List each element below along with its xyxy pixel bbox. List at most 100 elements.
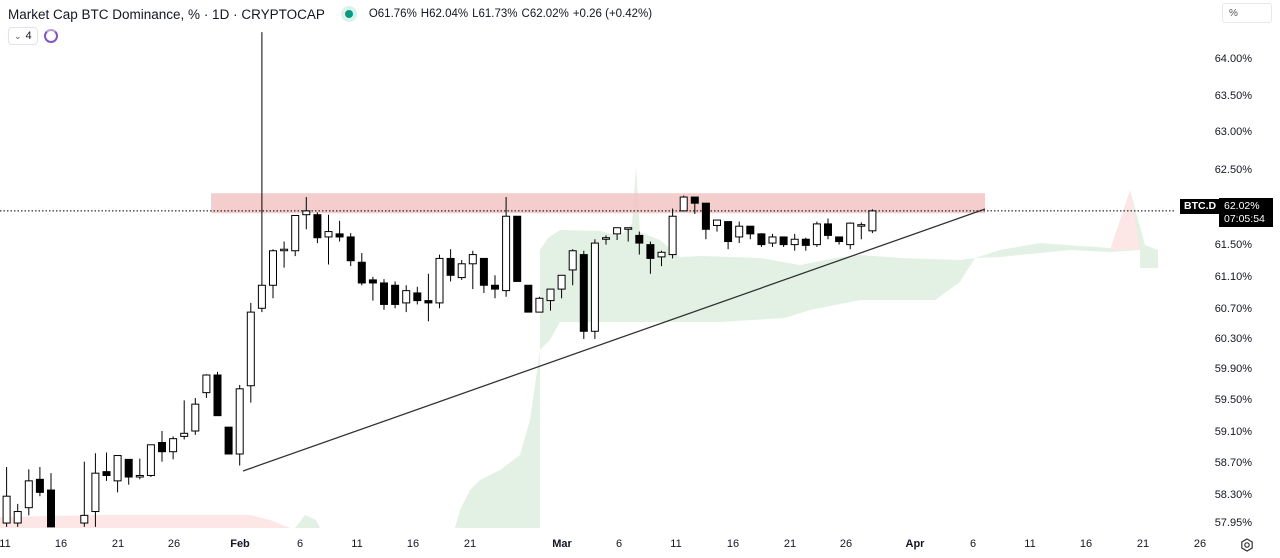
candle [646,241,655,274]
candle [624,227,633,242]
candle [546,288,555,311]
price-axis-label: 62.50% [1214,164,1252,176]
price-axis-label: 61.50% [1214,239,1252,251]
market-status-icon[interactable] [340,6,357,22]
price-axis-label: 57.95% [1214,517,1252,529]
candle [146,444,155,478]
price-axis-label: 58.30% [1214,489,1252,501]
candle [491,275,499,299]
candle [124,458,133,485]
candle [513,215,522,282]
time-axis-label: Apr [905,538,925,550]
candle [257,32,266,313]
candle [235,384,244,466]
candle [524,284,533,313]
candle [579,250,588,339]
ichimoku-cloud [0,166,1158,528]
chart-title[interactable]: Market Cap BTC Dominance, % · 1D · CRYPT… [8,6,325,22]
time-axis-label: 21 [1136,538,1150,550]
price-unit-button[interactable]: % [1222,3,1272,23]
candle [391,281,400,309]
cloud-bullish [285,166,1158,528]
candle [746,225,755,240]
candle [801,237,810,251]
candle [701,202,710,240]
price-axis-label: 63.00% [1214,126,1252,138]
candle [102,452,111,481]
price-axis-label: 58.70% [1214,457,1252,469]
candle [835,236,844,245]
time-axis-label: 16 [406,538,420,550]
candle [757,233,766,247]
drawing-lines[interactable] [0,208,1175,472]
candle [535,296,544,313]
gear-icon[interactable] [1240,538,1254,552]
candle [324,214,333,265]
candle [313,212,322,244]
candle [346,233,355,267]
chart-legend: Market Cap BTC Dominance, % · 1D · CRYPT… [8,5,652,23]
candle [246,302,255,403]
candle [13,503,22,527]
candle [224,426,233,455]
ohlc-values: O61.76% H62.04% L61.73% C62.02% +0.26 (+… [369,8,652,20]
time-axis-label: 6 [615,538,623,550]
candle [690,196,699,214]
bar-countdown: 07:05:54 [1224,213,1265,225]
candle [668,208,677,259]
candle [846,222,855,250]
resistance-zone[interactable] [211,193,985,214]
ascending-support[interactable] [242,208,986,472]
candle [779,236,788,247]
chevron-down-icon: ⌄ [14,30,22,41]
candle [502,197,511,297]
price-axis-label: 60.70% [1214,303,1252,315]
time-axis-label: 26 [167,538,181,550]
candle [724,221,733,250]
indicator-count: 4 [25,30,32,42]
candle [191,398,200,435]
candle [413,286,422,305]
candle [635,231,644,255]
time-axis-label: 16 [726,538,740,550]
candle [857,222,866,240]
candle [380,279,388,310]
candle [468,250,477,290]
indicators-toggle-button[interactable]: ⌄ 4 [8,27,38,45]
candle [169,436,178,460]
symbol-tag: BTC.D [1180,199,1221,214]
candle [180,400,189,440]
candle [812,221,821,247]
price-chart[interactable] [0,0,1175,530]
last-price-tag: 62.02% 07:05:54 [1219,198,1273,227]
candle [368,276,377,301]
candle [47,473,55,528]
time-axis-label: 6 [296,538,304,550]
resistance-zone[interactable] [211,193,985,214]
candle [590,239,599,339]
candle [735,221,744,244]
time-axis-label: 11 [1024,538,1036,550]
time-axis-label: 21 [111,538,125,550]
candle [202,374,211,399]
candle [657,250,666,267]
time-axis-label: Feb [230,538,250,550]
time-axis-label: 11 [670,538,682,550]
indicator-controls: ⌄ 4 [8,27,58,45]
price-axis-label: 59.90% [1214,363,1252,375]
candle [824,218,832,240]
candle [402,285,411,313]
candle [335,220,344,242]
time-axis-label: 16 [1079,538,1093,550]
candle [713,219,721,232]
open-value: O61.76% [368,8,417,20]
candle [269,249,277,299]
candle [479,257,488,293]
candle [446,249,455,282]
cloud-bearish [0,515,290,528]
time-axis-label: 11 [351,538,363,550]
candle [280,241,289,268]
last-price: 62.02% [1224,200,1260,212]
time-axis-label: 26 [839,538,853,550]
candle [291,214,300,257]
